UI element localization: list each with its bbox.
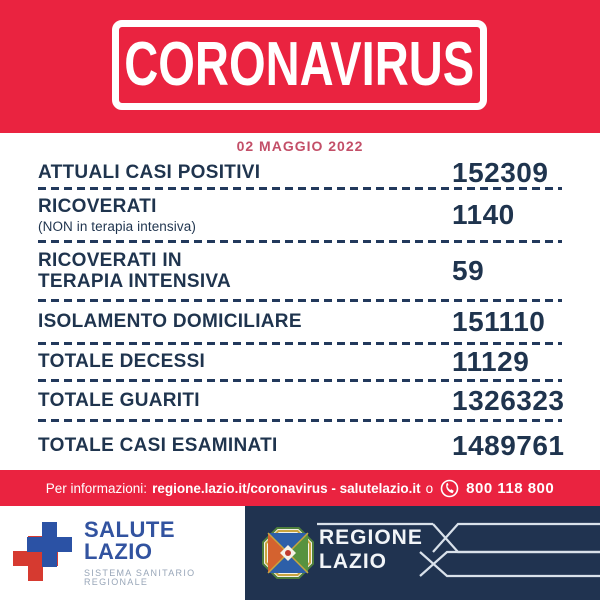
stat-label: TOTALE CASI ESAMINATI xyxy=(38,435,278,457)
regione-line1: REGIONE xyxy=(319,526,423,549)
stat-row: RICOVERATI IN TERAPIA INTENSIVA 59 xyxy=(0,243,600,302)
stat-label: ATTUALI CASI POSITIVI xyxy=(38,161,261,183)
info-conjunction: o xyxy=(425,480,434,496)
salute-lazio-tagline: SISTEMA SANITARIO REGIONALE xyxy=(84,568,196,587)
salute-lazio-logo: SALUTE LAZIO SISTEMA SANITARIO REGIONALE xyxy=(0,506,245,600)
report-date: 02 MAGGIO 2022 xyxy=(236,137,364,154)
stat-label: ISOLAMENTO DOMICILIARE xyxy=(38,311,302,333)
title-frame: CORONAVIRUS xyxy=(112,20,487,110)
stat-row: TOTALE DECESSI 11129 xyxy=(0,345,600,382)
salute-lazio-name: SALUTE LAZIO xyxy=(84,517,175,564)
header-banner: CORONAVIRUS xyxy=(0,0,600,133)
stat-value: 1326323 xyxy=(452,384,565,416)
dashed-divider xyxy=(38,419,562,422)
stat-value: 152309 xyxy=(452,156,549,188)
stat-value: 11129 xyxy=(452,346,530,377)
stat-label: TOTALE DECESSI xyxy=(38,351,206,373)
report-date-row: 02 MAGGIO 2022 xyxy=(0,133,600,158)
regione-lazio-emblem-icon xyxy=(262,527,314,584)
stat-row: ISOLAMENTO DOMICILIARE 151110 xyxy=(0,302,600,345)
stat-value: 1140 xyxy=(452,199,515,230)
stat-label: RICOVERATI (NON in terapia intensiva) xyxy=(38,196,452,233)
stat-label: TOTALE GUARITI xyxy=(38,389,200,411)
stat-value: 151110 xyxy=(452,306,546,337)
dashed-divider xyxy=(38,240,562,243)
page-title: CORONAVIRUS xyxy=(124,30,475,99)
stat-row: TOTALE CASI ESAMINATI 1489761 xyxy=(0,422,600,470)
info-prefix: Per informazioni: xyxy=(45,480,148,496)
stat-sublabel: (NON in terapia intensiva) xyxy=(38,218,196,234)
stats-section: 02 MAGGIO 2022 ATTUALI CASI POSITIVI 152… xyxy=(0,133,600,470)
info-links: regione.lazio.it/coronavirus - salutelaz… xyxy=(152,480,421,496)
phone-number: 800 118 800 xyxy=(466,479,555,497)
stat-value: 1489761 xyxy=(452,430,565,461)
regione-lazio-lines xyxy=(317,522,600,578)
info-footer-bar: Per informazioni: regione.lazio.it/coron… xyxy=(0,470,600,506)
dashed-divider xyxy=(38,379,562,382)
phone-icon xyxy=(440,479,459,498)
stat-row: TOTALE GUARITI 1326323 xyxy=(0,382,600,422)
salute-lazio-cross-icon xyxy=(13,520,75,587)
stat-row: ATTUALI CASI POSITIVI 152309 xyxy=(0,158,600,190)
stat-row: RICOVERATI (NON in terapia intensiva) 11… xyxy=(0,190,600,243)
regione-line2: LAZIO xyxy=(319,550,387,573)
regione-lazio-logo: REGIONE LAZIO xyxy=(245,506,600,600)
dashed-divider xyxy=(38,187,562,190)
dashed-divider xyxy=(38,342,562,345)
stat-label: RICOVERATI IN TERAPIA INTENSIVA xyxy=(38,249,232,292)
dashed-divider xyxy=(38,299,562,302)
stat-value: 59 xyxy=(452,255,485,286)
brand-band: SALUTE LAZIO SISTEMA SANITARIO REGIONALE xyxy=(0,506,600,600)
